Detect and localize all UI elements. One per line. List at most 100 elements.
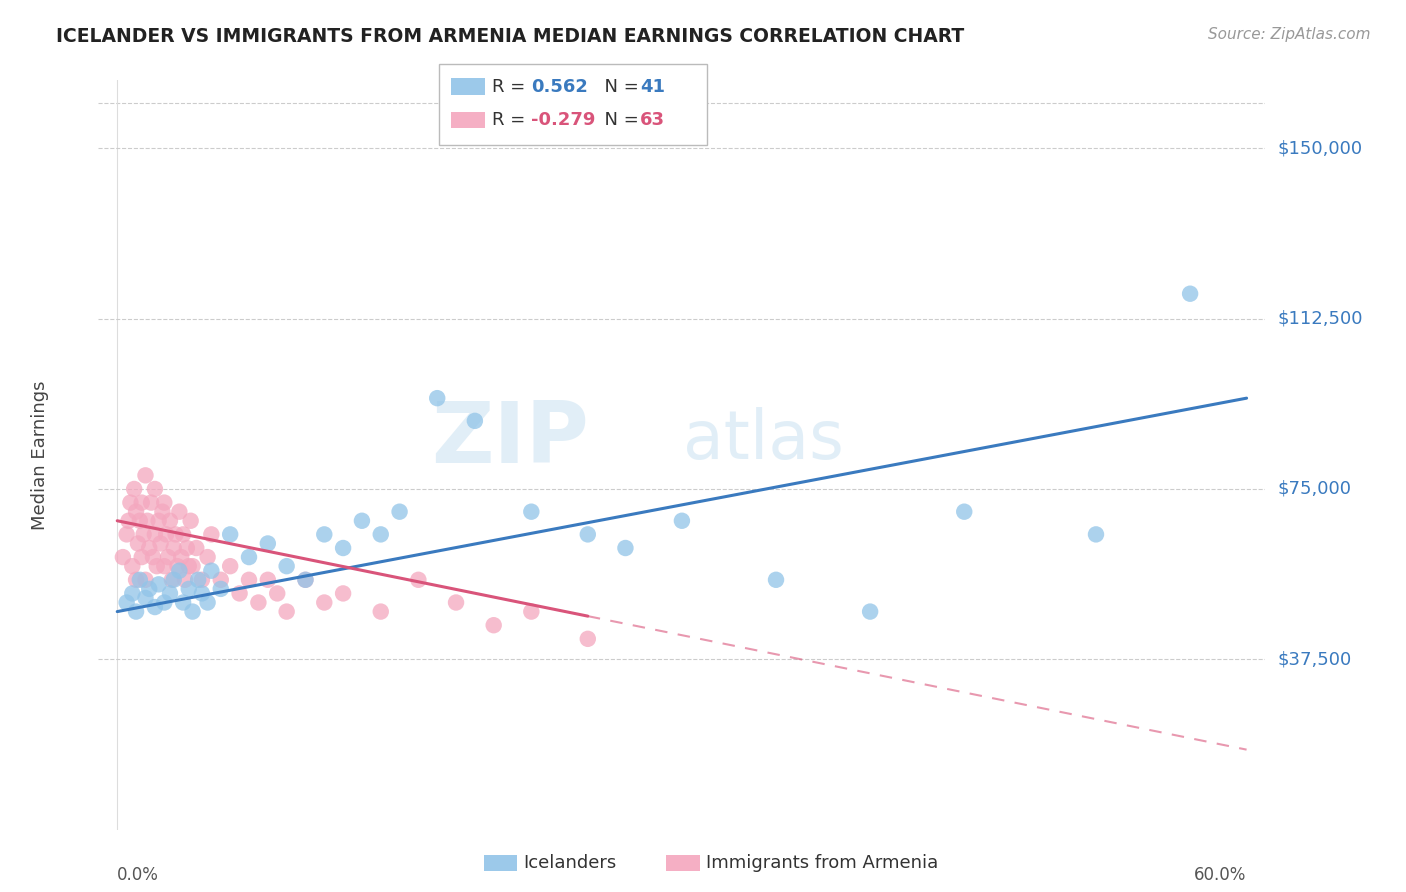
Text: atlas: atlas: [683, 407, 844, 473]
Point: [859, 605, 882, 619]
Point: [276, 605, 298, 619]
Point: [125, 505, 148, 519]
Point: [125, 605, 148, 619]
Point: [117, 514, 139, 528]
Point: [186, 541, 208, 555]
Point: [1178, 286, 1201, 301]
Point: [159, 586, 181, 600]
Point: [294, 573, 316, 587]
Point: [614, 541, 637, 555]
Point: [146, 559, 169, 574]
Point: [172, 527, 194, 541]
Point: [238, 573, 260, 587]
Point: [219, 559, 242, 574]
Text: 63: 63: [640, 112, 665, 129]
Point: [172, 595, 194, 609]
Text: 0.562: 0.562: [531, 78, 588, 95]
Point: [408, 573, 430, 587]
Point: [136, 514, 159, 528]
Point: [200, 527, 222, 541]
Point: [671, 514, 693, 528]
Text: ICELANDER VS IMMIGRANTS FROM ARMENIA MEDIAN EARNINGS CORRELATION CHART: ICELANDER VS IMMIGRANTS FROM ARMENIA MED…: [56, 27, 965, 45]
Text: $37,500: $37,500: [1277, 650, 1351, 668]
Point: [169, 564, 191, 578]
Point: [128, 514, 150, 528]
Point: [576, 632, 599, 646]
Text: -0.279: -0.279: [531, 112, 596, 129]
Text: $112,500: $112,500: [1277, 310, 1362, 327]
Point: [482, 618, 505, 632]
Text: $75,000: $75,000: [1277, 480, 1351, 498]
Point: [426, 391, 449, 405]
Point: [520, 505, 543, 519]
Point: [576, 527, 599, 541]
Point: [464, 414, 486, 428]
Point: [128, 573, 150, 587]
Point: [256, 536, 278, 550]
Point: [134, 573, 156, 587]
Point: [181, 559, 204, 574]
Point: [143, 600, 166, 615]
Point: [176, 541, 198, 555]
Point: [191, 586, 214, 600]
Text: ZIP: ZIP: [430, 399, 589, 482]
Text: N =: N =: [593, 78, 645, 95]
Point: [177, 582, 200, 596]
Point: [350, 514, 373, 528]
Point: [187, 573, 209, 587]
Text: 41: 41: [640, 78, 665, 95]
Point: [209, 582, 232, 596]
Point: [142, 550, 165, 565]
Point: [121, 586, 143, 600]
Point: [247, 595, 270, 609]
Text: $150,000: $150,000: [1277, 139, 1362, 157]
Text: Immigrants from Armenia: Immigrants from Armenia: [706, 854, 938, 871]
Point: [139, 495, 162, 509]
Point: [131, 550, 153, 565]
Point: [174, 573, 197, 587]
Point: [256, 573, 278, 587]
Point: [120, 495, 142, 509]
Point: [132, 527, 155, 541]
Point: [1085, 527, 1108, 541]
Point: [111, 550, 134, 565]
Point: [165, 527, 187, 541]
Point: [294, 573, 316, 587]
Point: [127, 536, 149, 550]
Text: Icelanders: Icelanders: [523, 854, 616, 871]
Text: Source: ZipAtlas.com: Source: ZipAtlas.com: [1208, 27, 1371, 42]
Point: [149, 536, 172, 550]
Point: [153, 595, 176, 609]
Point: [197, 550, 219, 565]
Point: [131, 495, 153, 509]
Point: [180, 514, 202, 528]
Point: [266, 586, 288, 600]
Point: [332, 586, 354, 600]
Point: [138, 582, 160, 596]
Point: [388, 505, 411, 519]
Point: [134, 468, 156, 483]
Point: [153, 495, 176, 509]
Text: R =: R =: [492, 112, 531, 129]
Text: Median Earnings: Median Earnings: [31, 380, 49, 530]
Point: [125, 573, 148, 587]
Point: [276, 559, 298, 574]
Point: [181, 605, 204, 619]
Point: [143, 527, 166, 541]
Point: [166, 559, 188, 574]
Point: [520, 605, 543, 619]
Point: [200, 564, 222, 578]
Point: [444, 595, 467, 609]
Point: [191, 573, 214, 587]
Point: [177, 559, 200, 574]
Point: [953, 505, 976, 519]
Point: [138, 541, 160, 555]
Point: [228, 586, 250, 600]
Point: [115, 595, 138, 609]
Point: [170, 550, 193, 565]
Point: [143, 482, 166, 496]
Point: [159, 514, 181, 528]
Point: [148, 577, 170, 591]
Point: [314, 595, 336, 609]
Point: [370, 605, 392, 619]
